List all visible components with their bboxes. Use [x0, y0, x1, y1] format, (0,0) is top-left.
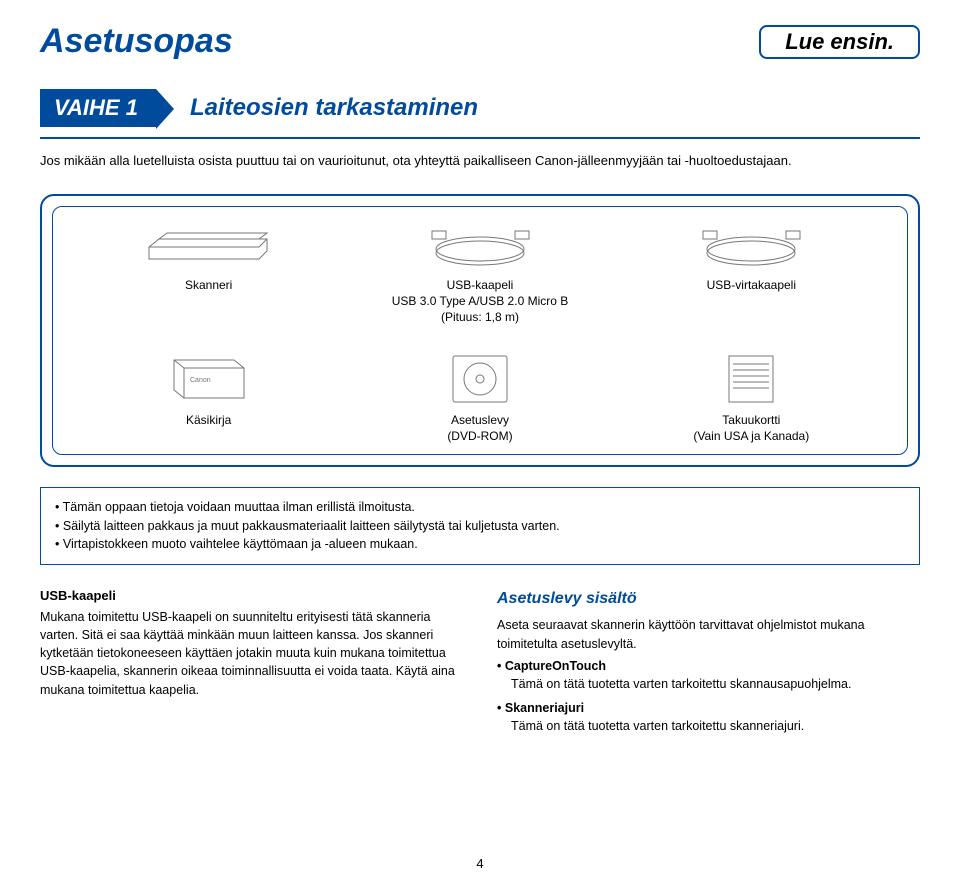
divider: [40, 137, 920, 139]
contents-inner-box: Skanneri USB-kaapeli USB 3.0 Type A/USB …: [52, 206, 908, 455]
manual-icon: Canon: [164, 352, 254, 406]
step-tag: VAIHE 1: [40, 89, 156, 127]
left-column: USB-kaapeli Mukana toimitettu USB-kaapel…: [40, 587, 463, 741]
right-column: Asetuslevy sisältö Aseta seuraavat skann…: [497, 587, 920, 741]
note-line: Virtapistokkeen muoto vaihtelee käyttöma…: [55, 535, 905, 554]
item-label: Skanneri: [87, 277, 331, 293]
software-item: CaptureOnTouch Tämä on tätä tuotetta var…: [497, 657, 920, 693]
item-usb-cable: USB-kaapeli USB 3.0 Type A/USB 2.0 Micro…: [358, 227, 602, 326]
item-label: USB-kaapeli USB 3.0 Type A/USB 2.0 Micro…: [358, 277, 602, 326]
usb-body: Mukana toimitettu USB-kaapeli on suunnit…: [40, 608, 463, 699]
software-title: Skanneriajuri: [497, 701, 584, 715]
notes-box: Tämän oppaan tietoja voidaan muuttaa ilm…: [40, 487, 920, 565]
note-line: Tämän oppaan tietoja voidaan muuttaa ilm…: [55, 498, 905, 517]
item-power-cable: USB-virtakaapeli: [629, 227, 873, 326]
item-scanner: Skanneri: [87, 227, 331, 326]
item-label: Takuukortti (Vain USA ja Kanada): [629, 412, 873, 444]
read-first-pill: Lue ensin.: [759, 25, 920, 59]
item-label: Asetuslevy (DVD-ROM): [358, 412, 602, 444]
note-line: Säilytä laitteen pakkaus ja muut pakkaus…: [55, 517, 905, 536]
software-item: Skanneriajuri Tämä on tätä tuotetta vart…: [497, 699, 920, 735]
dvd-icon: [445, 352, 515, 406]
power-cable-icon: [691, 227, 811, 271]
page-number: 4: [0, 856, 960, 871]
cable-icon: [420, 227, 540, 271]
svg-text:Canon: Canon: [190, 377, 211, 384]
software-title: CaptureOnTouch: [497, 659, 606, 673]
software-desc: Tämä on tätä tuotetta varten tarkoitettu…: [497, 717, 920, 735]
scanner-icon: [139, 227, 279, 271]
warranty-icon: [723, 352, 779, 406]
item-dvd: Asetuslevy (DVD-ROM): [358, 352, 602, 444]
usb-heading: USB-kaapeli: [40, 587, 463, 606]
setup-disc-heading: Asetuslevy sisältö: [497, 587, 920, 610]
contents-outer-box: Skanneri USB-kaapeli USB 3.0 Type A/USB …: [40, 194, 920, 467]
software-desc: Tämä on tätä tuotetta varten tarkoitettu…: [497, 675, 920, 693]
item-label: USB-virtakaapeli: [629, 277, 873, 293]
page-title: Asetusopas: [40, 22, 233, 61]
intro-text: Jos mikään alla luetelluista osista puut…: [40, 153, 920, 168]
item-manual: Canon Käsikirja: [87, 352, 331, 444]
setup-disc-intro: Aseta seuraavat skannerin käyttöön tarvi…: [497, 616, 920, 652]
item-label: Käsikirja: [87, 412, 331, 428]
step-title: Laiteosien tarkastaminen: [156, 94, 478, 122]
item-warranty: Takuukortti (Vain USA ja Kanada): [629, 352, 873, 444]
